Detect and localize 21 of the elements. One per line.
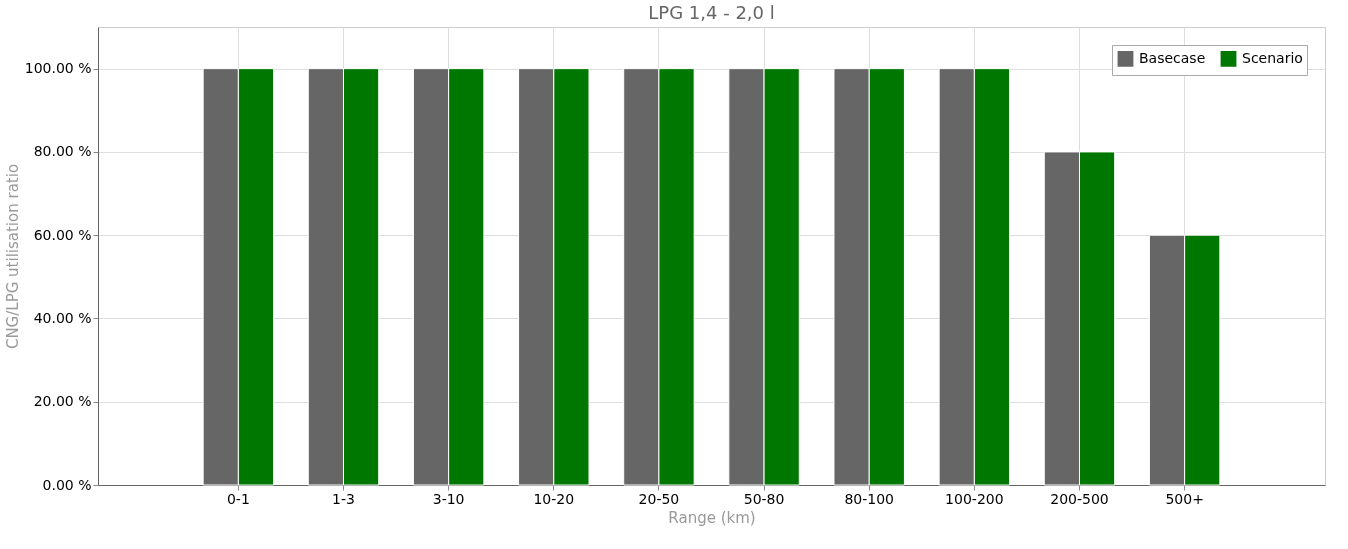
x-tick-label: 100-200 [945, 490, 1004, 507]
chart-title: LPG 1,4 - 2,0 l [648, 2, 775, 23]
x-tick-label: 200-500 [1050, 490, 1109, 507]
x-tick-label: 20-50 [638, 490, 680, 507]
y-tick-label: 60.00 % [33, 226, 92, 243]
y-tick-label: 0.00 % [42, 476, 92, 493]
x-tick-label: 3-10 [432, 490, 465, 507]
y-tick-label: 80.00 % [33, 143, 92, 160]
y-tick-label: 40.00 % [33, 309, 92, 326]
x-tick-label: 0-1 [226, 490, 250, 507]
x-tick-label: 50-80 [743, 490, 785, 507]
x-tick-label: 1-3 [332, 490, 355, 507]
x-tick-label: 80-100 [844, 490, 895, 507]
x-tick-label: 10-20 [533, 490, 575, 507]
y-tick-label: 20.00 % [33, 393, 92, 410]
x-axis-title: Range (km) [668, 508, 756, 527]
x-tick-label: 500+ [1165, 490, 1204, 507]
legend-label: Basecase [1139, 49, 1206, 66]
legend-label: Scenario [1242, 49, 1303, 66]
y-tick-label: 100.00 % [24, 60, 92, 77]
y-axis-title: CNG/LPG utilisation ratio [3, 163, 22, 350]
